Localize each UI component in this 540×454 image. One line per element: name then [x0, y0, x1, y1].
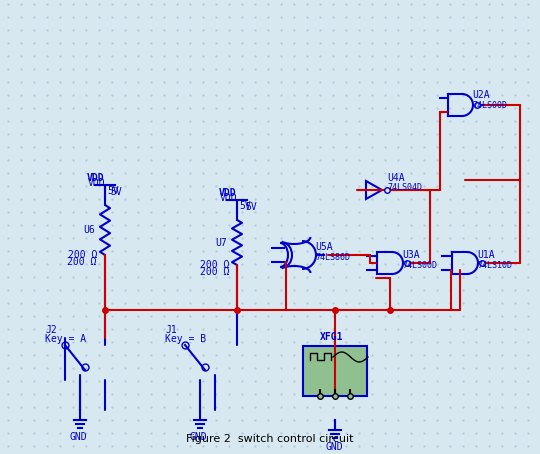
Text: U7: U7: [215, 237, 227, 247]
Text: 5V: 5V: [245, 202, 256, 212]
Text: Key = A: Key = A: [45, 334, 86, 344]
Text: U5A: U5A: [315, 242, 333, 252]
Text: GND: GND: [190, 432, 207, 442]
Text: U4A: U4A: [387, 173, 404, 183]
Text: 74LS04D: 74LS04D: [387, 183, 422, 192]
Text: U2A: U2A: [472, 90, 490, 100]
Text: VDD: VDD: [88, 178, 106, 188]
Text: 200 Ω: 200 Ω: [68, 250, 97, 260]
Text: U6: U6: [83, 225, 94, 235]
Text: 74LS00D: 74LS00D: [402, 261, 437, 270]
Text: 74LS86D: 74LS86D: [315, 252, 350, 262]
Text: VDD: VDD: [87, 173, 105, 183]
Text: 200 Ω: 200 Ω: [200, 267, 230, 277]
Text: GND: GND: [70, 432, 87, 442]
Text: GND: GND: [325, 442, 342, 452]
Text: 5V: 5V: [239, 201, 251, 211]
Text: J1: J1: [165, 325, 177, 335]
Text: 5V: 5V: [110, 187, 122, 197]
Text: XFG1: XFG1: [320, 332, 343, 342]
Text: 74LS10D: 74LS10D: [477, 261, 512, 270]
Text: VDD: VDD: [220, 193, 238, 203]
Text: 200 Ω: 200 Ω: [200, 260, 230, 270]
Text: U1A: U1A: [477, 250, 495, 260]
Text: U3A: U3A: [402, 250, 420, 260]
Text: 74LS00D: 74LS00D: [472, 102, 507, 110]
Text: VDD: VDD: [219, 188, 237, 198]
Text: Figure 2  switch control circuit: Figure 2 switch control circuit: [186, 434, 354, 444]
FancyBboxPatch shape: [303, 346, 367, 396]
Text: 5V: 5V: [107, 186, 119, 196]
Text: Key = B: Key = B: [165, 334, 206, 344]
Text: J2: J2: [45, 325, 57, 335]
Text: 200 Ω: 200 Ω: [67, 257, 96, 267]
